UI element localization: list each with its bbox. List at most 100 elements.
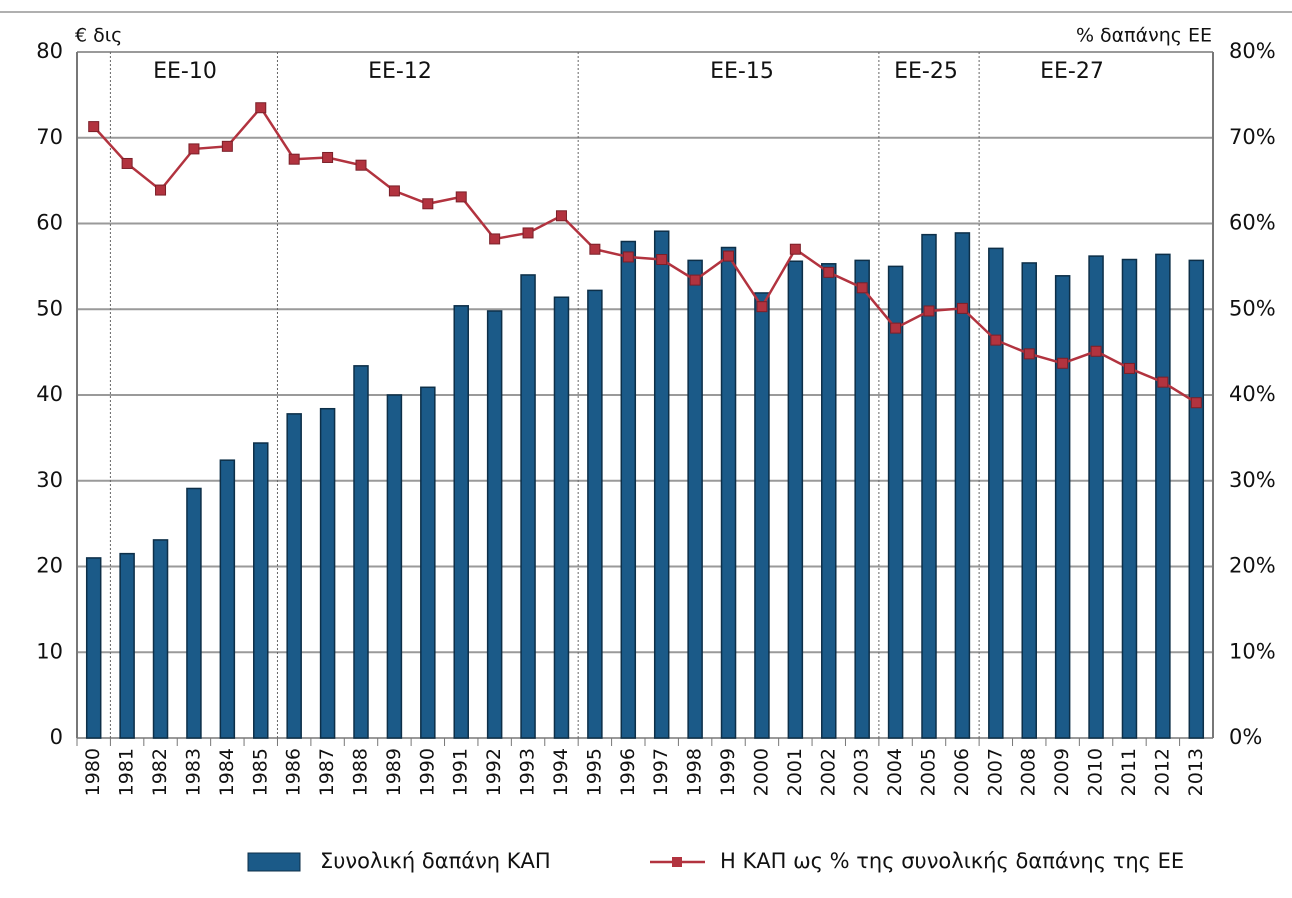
era-label: ΕΕ-25	[894, 59, 958, 84]
bar	[520, 274, 536, 739]
bar	[787, 260, 804, 739]
bar	[620, 240, 637, 739]
bar	[1054, 275, 1071, 739]
bar	[754, 292, 770, 739]
x-tick-label: 2002	[817, 748, 839, 796]
x-tick-label: 2011	[1118, 748, 1140, 796]
y2-tick-label: 10%	[1229, 639, 1276, 663]
y2-tick-label: 0%	[1229, 725, 1262, 749]
line-marker	[1157, 376, 1169, 388]
bar	[887, 265, 904, 739]
bar	[420, 386, 436, 739]
bar	[954, 232, 971, 739]
bar	[553, 296, 570, 739]
bar	[253, 442, 269, 739]
line-marker	[422, 198, 434, 210]
x-tick-label: 2010	[1085, 748, 1107, 796]
y-tick-label: 60	[36, 211, 63, 235]
line-marker	[555, 210, 567, 222]
line-marker	[856, 282, 868, 294]
y-tick-label: 20	[36, 554, 63, 578]
x-tick-label: 1980	[82, 748, 104, 796]
bar	[319, 407, 336, 739]
x-tick-label: 2001	[784, 748, 806, 796]
x-tick-label: 1995	[583, 748, 605, 796]
x-tick-label: 1989	[383, 748, 405, 796]
x-tick-label: 1994	[550, 748, 572, 796]
line-marker	[121, 157, 133, 169]
bar	[152, 539, 169, 739]
bar	[486, 310, 503, 739]
line-marker	[255, 102, 267, 114]
bar	[1021, 262, 1037, 739]
x-tick-label: 2000	[750, 748, 772, 796]
line-marker	[388, 185, 400, 197]
bar	[988, 247, 1004, 739]
legend-label: Η ΚΑΠ ως % της συνολικής δαπάνης της ΕΕ	[720, 849, 1184, 873]
x-tick-label: 2013	[1185, 748, 1207, 796]
y2-tick-label: 80%	[1229, 39, 1276, 63]
legend-swatch	[247, 852, 301, 872]
x-tick-label: 1990	[416, 748, 438, 796]
line-marker	[622, 251, 634, 263]
x-tick-label: 1982	[149, 748, 171, 796]
y2-tick-label: 30%	[1229, 468, 1276, 492]
x-tick-label: 2006	[951, 748, 973, 796]
era-label: ΕΕ-10	[153, 59, 217, 84]
y-axis-label: € δις	[75, 25, 122, 47]
y-tick-label: 70	[36, 125, 63, 149]
line	[92, 105, 1197, 404]
y2-tick-label: 60%	[1229, 211, 1276, 235]
legend-label: Συνολική δαπάνη ΚΑΠ	[320, 849, 551, 873]
line-marker	[522, 227, 534, 239]
x-tick-label: 1984	[216, 748, 238, 796]
line-marker	[322, 151, 334, 163]
x-tick-label: 1998	[684, 748, 706, 796]
bar	[720, 246, 737, 739]
y-tick-label: 0	[50, 725, 63, 749]
line-marker	[489, 233, 501, 245]
x-tick-label: 1985	[249, 748, 271, 796]
y-tick-label: 80	[36, 39, 63, 63]
x-tick-label: 1993	[517, 748, 539, 796]
x-tick-label: 1981	[116, 748, 138, 796]
y-tick-label: 40	[36, 382, 63, 406]
y-tick-label: 50	[36, 296, 63, 320]
line-marker	[956, 302, 968, 314]
line-marker	[88, 121, 100, 133]
x-tick-label: 2009	[1051, 748, 1073, 796]
x-tick-label: 2003	[851, 748, 873, 796]
x-tick-label: 1997	[650, 748, 672, 796]
bar	[854, 259, 870, 739]
line-marker	[288, 153, 300, 165]
line-marker	[355, 159, 367, 171]
bar	[1121, 258, 1138, 739]
line-marker	[589, 243, 601, 255]
y2-axis-label: % δαπάνης ΕΕ	[1076, 25, 1212, 47]
x-tick-label: 2005	[918, 748, 940, 796]
y2-tick-label: 70%	[1229, 125, 1276, 149]
line-marker	[1090, 345, 1102, 357]
bar	[653, 230, 670, 739]
x-tick-label: 1986	[283, 748, 305, 796]
bar	[587, 289, 603, 739]
bar	[186, 487, 202, 739]
bar	[85, 557, 102, 739]
line-marker	[155, 184, 167, 196]
x-tick-label: 2008	[1018, 748, 1040, 796]
bar	[353, 365, 369, 739]
legend-marker	[672, 857, 682, 867]
bar	[1088, 255, 1104, 739]
line-marker	[221, 140, 233, 152]
bar	[921, 233, 937, 739]
line-marker	[1190, 397, 1202, 409]
line-marker	[656, 254, 668, 266]
line-marker	[890, 322, 902, 334]
line-marker	[1023, 348, 1035, 360]
bar	[821, 263, 837, 739]
x-tick-label: 1983	[182, 748, 204, 796]
line-marker	[1057, 357, 1069, 369]
line-marker	[689, 274, 701, 286]
bar	[1155, 253, 1171, 739]
